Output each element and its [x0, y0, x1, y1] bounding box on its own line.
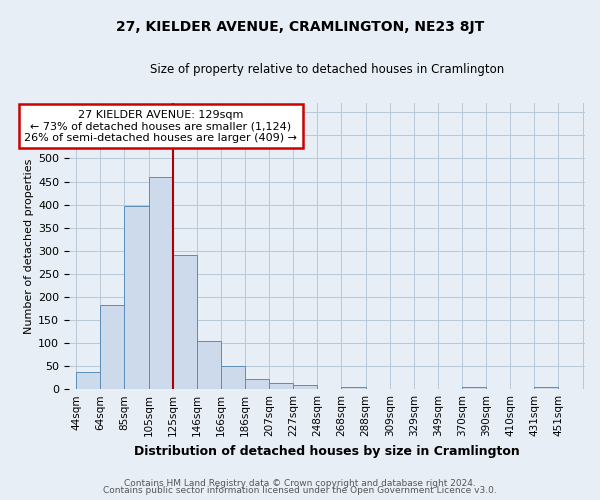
- Bar: [341, 387, 365, 389]
- Bar: [535, 387, 559, 389]
- Bar: [124, 206, 149, 389]
- Y-axis label: Number of detached properties: Number of detached properties: [24, 158, 34, 334]
- Text: 27, KIELDER AVENUE, CRAMLINGTON, NE23 8JT: 27, KIELDER AVENUE, CRAMLINGTON, NE23 8J…: [116, 20, 484, 34]
- Bar: [462, 387, 486, 389]
- Bar: [245, 380, 269, 389]
- Text: Contains public sector information licensed under the Open Government Licence v3: Contains public sector information licen…: [103, 486, 497, 495]
- Bar: [100, 305, 124, 389]
- Bar: [293, 386, 317, 389]
- Text: Contains HM Land Registry data © Crown copyright and database right 2024.: Contains HM Land Registry data © Crown c…: [124, 478, 476, 488]
- Bar: [197, 341, 221, 389]
- Bar: [149, 178, 173, 389]
- Title: Size of property relative to detached houses in Cramlington: Size of property relative to detached ho…: [150, 62, 504, 76]
- Bar: [76, 372, 100, 389]
- Bar: [173, 256, 197, 389]
- Bar: [221, 366, 245, 389]
- Text: 27 KIELDER AVENUE: 129sqm
← 73% of detached houses are smaller (1,124)
26% of se: 27 KIELDER AVENUE: 129sqm ← 73% of detac…: [24, 110, 297, 142]
- Bar: [269, 382, 293, 389]
- X-axis label: Distribution of detached houses by size in Cramlington: Distribution of detached houses by size …: [134, 444, 520, 458]
